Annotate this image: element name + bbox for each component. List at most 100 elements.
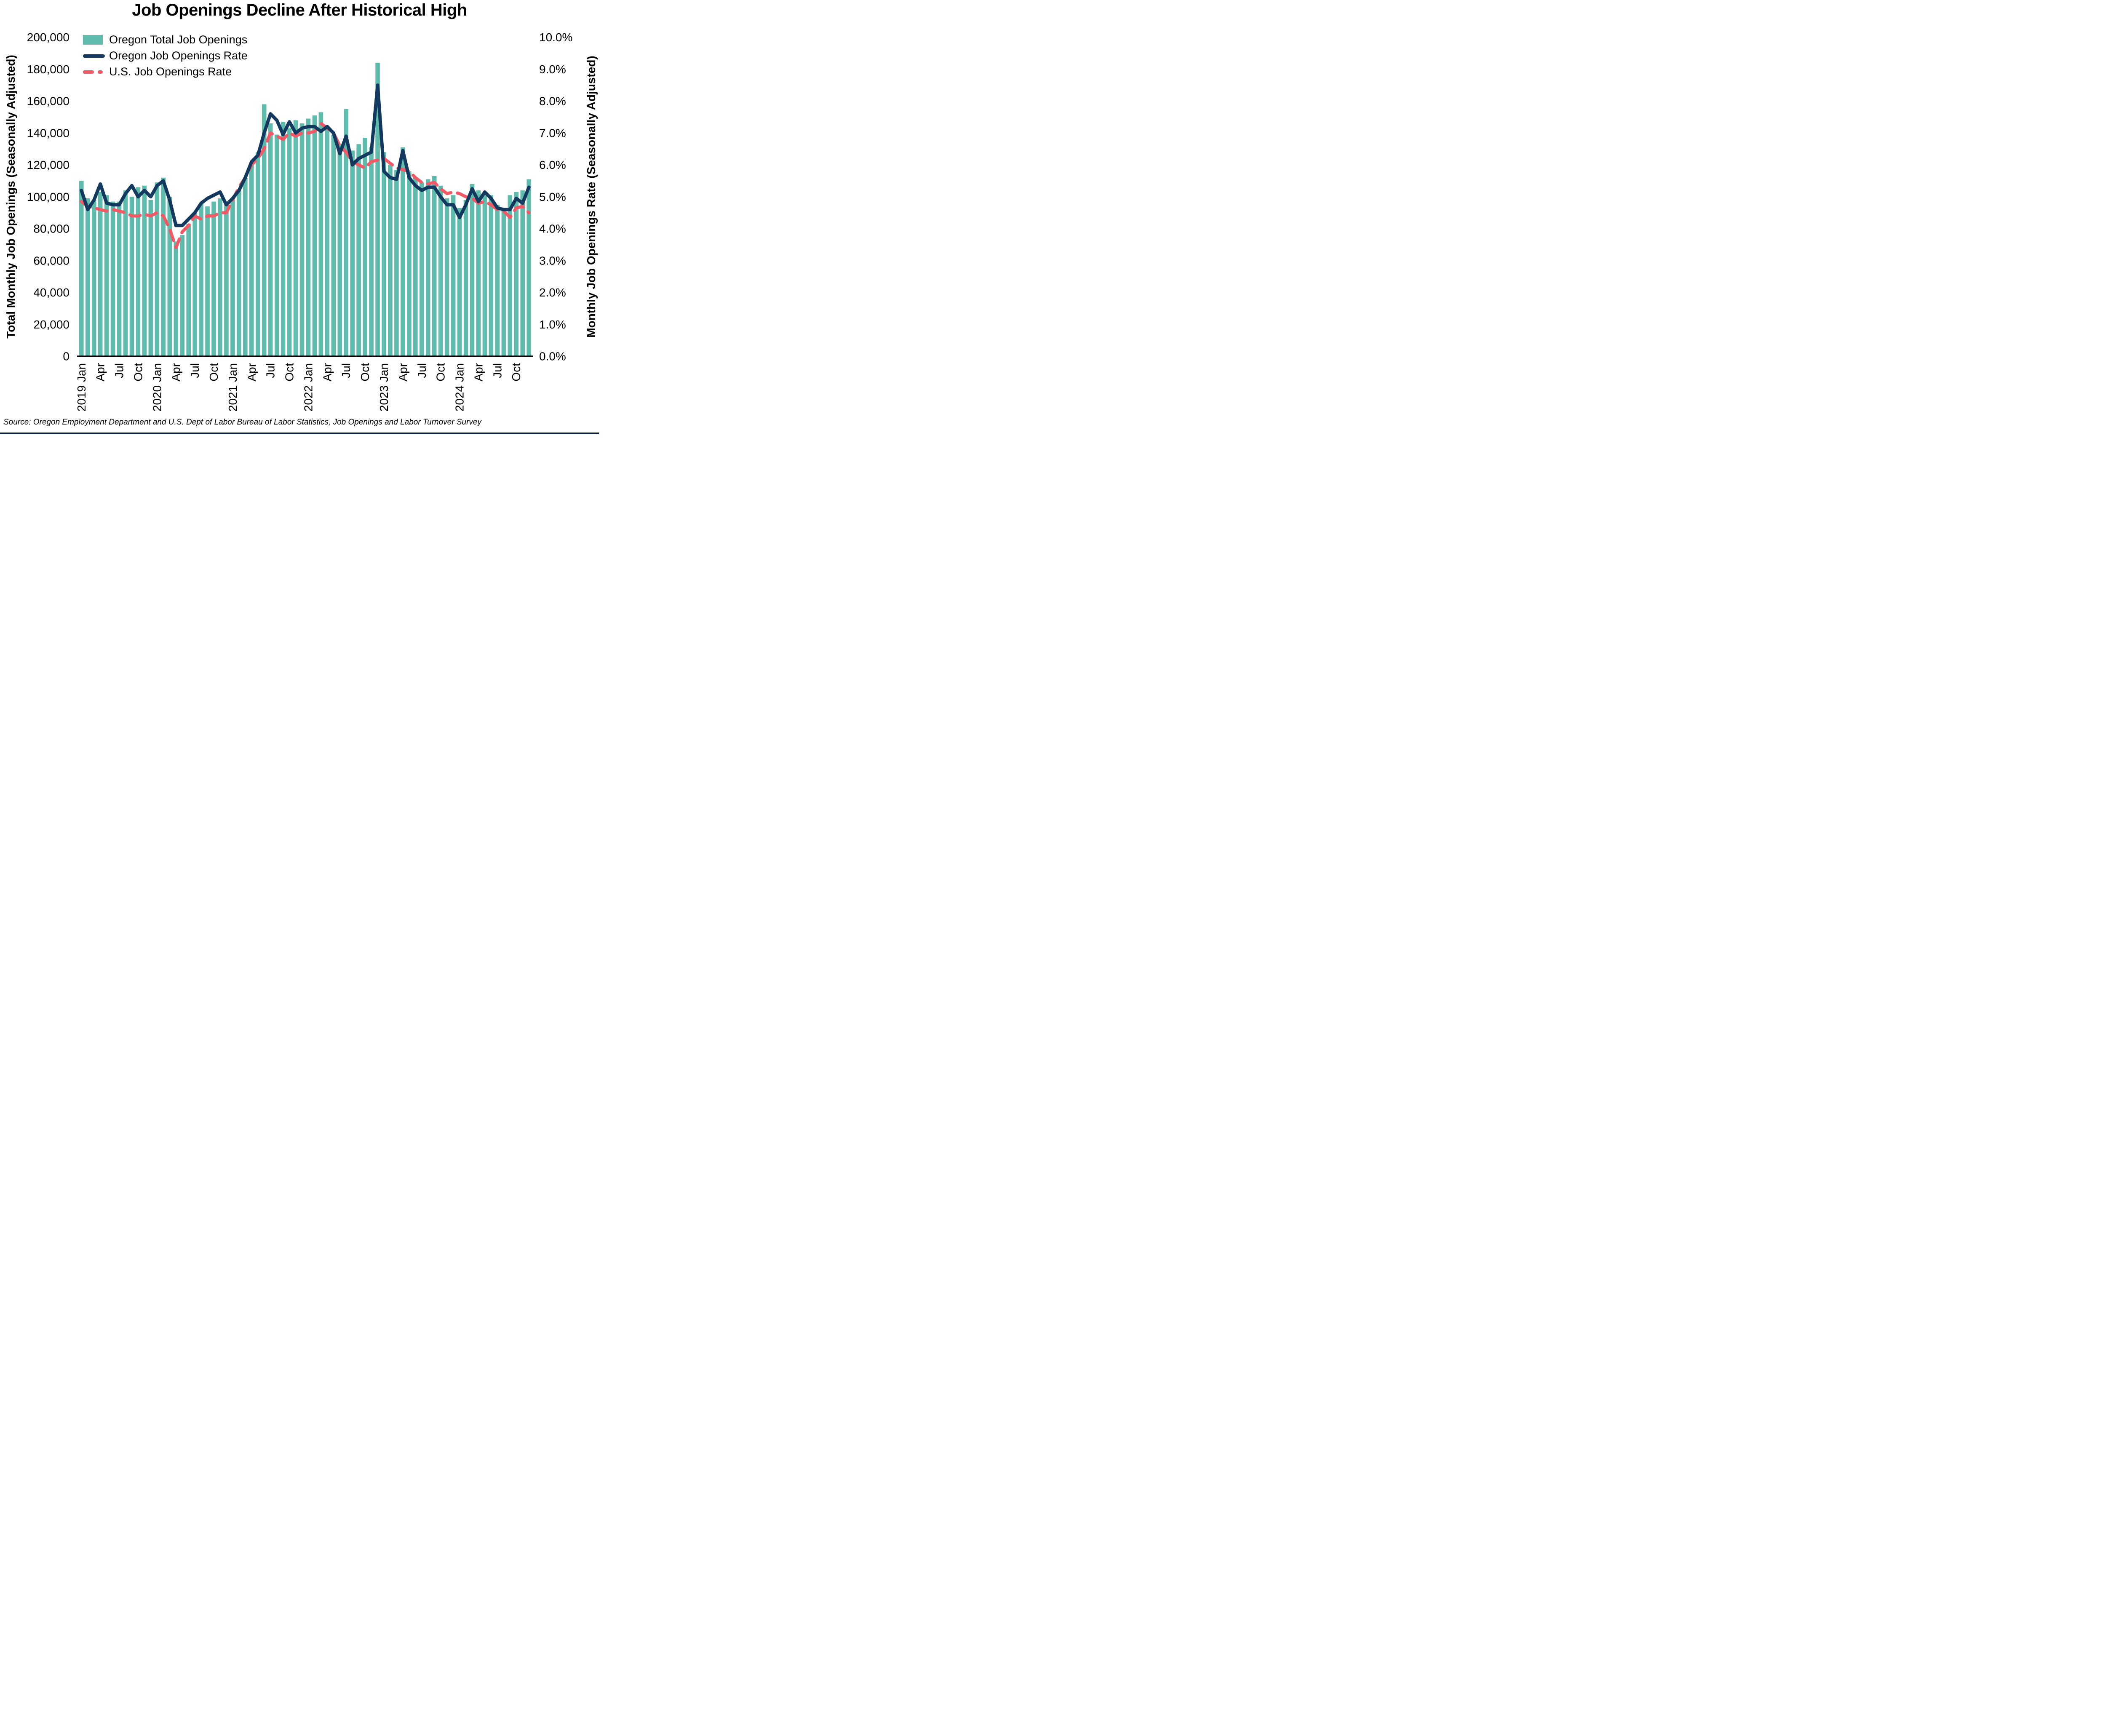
oregon-rate-line — [80, 83, 531, 227]
legend: Oregon Total Job Openings Oregon Job Ope… — [83, 33, 248, 78]
bar — [117, 201, 122, 356]
bar — [237, 190, 241, 356]
bar — [287, 128, 292, 356]
bar — [344, 109, 349, 356]
x-tick-label: Apr — [472, 363, 485, 382]
bar — [249, 163, 254, 356]
x-tick-label: Oct — [207, 363, 220, 382]
bar — [243, 177, 248, 356]
bar — [268, 123, 273, 356]
bar — [318, 112, 323, 356]
right-tick-label: 2.0% — [539, 286, 566, 299]
x-tick-label: Oct — [132, 363, 145, 382]
x-tick-label: 2021 Jan — [226, 363, 239, 411]
bar — [438, 185, 443, 356]
bars-series — [79, 63, 531, 357]
bar — [356, 144, 361, 356]
left-tick-label: 20,000 — [33, 318, 69, 331]
x-tick-label: Apr — [94, 363, 107, 382]
left-tick-label: 200,000 — [27, 31, 69, 44]
x-tick-label: Jul — [113, 363, 126, 378]
bar — [104, 195, 109, 356]
right-tick-label: 0.0% — [539, 350, 566, 363]
bar — [476, 190, 481, 356]
us-rate-line — [80, 122, 531, 250]
bar — [526, 179, 531, 356]
bar — [432, 176, 437, 356]
bar — [281, 122, 286, 356]
bar — [312, 115, 317, 357]
left-tick-label: 160,000 — [27, 95, 69, 108]
x-tick-label: Apr — [169, 363, 182, 382]
x-tick-label: Jul — [491, 363, 504, 378]
bar — [363, 138, 367, 356]
bar — [520, 190, 525, 356]
bar — [514, 192, 519, 356]
bar — [444, 198, 449, 356]
bar — [401, 147, 405, 356]
left-tick-label: 80,000 — [33, 222, 69, 235]
bar — [463, 200, 468, 356]
left-tick-label: 40,000 — [33, 286, 69, 299]
bar — [470, 184, 475, 356]
x-tick-label: 2024 Jan — [453, 363, 466, 411]
bar — [218, 198, 222, 356]
bar — [192, 213, 197, 357]
bar — [495, 205, 500, 356]
bar — [224, 205, 229, 356]
bar — [306, 118, 311, 356]
left-tick-label: 180,000 — [27, 63, 69, 76]
right-tick-label: 3.0% — [539, 254, 566, 267]
x-tick-label: Jul — [339, 363, 353, 378]
left-axis-tick-labels: 0 20,000 40,000 60,000 80,000 100,000 120,000 1… — [27, 31, 69, 363]
bar — [375, 63, 380, 357]
bar — [388, 165, 393, 356]
bar — [180, 235, 185, 356]
x-tick-label: Oct — [510, 363, 523, 382]
bar — [167, 197, 172, 356]
bar — [457, 208, 462, 356]
bar — [186, 224, 191, 356]
legend-label: Oregon Job Openings Rate — [109, 49, 248, 62]
x-tick-label: 2022 Jan — [302, 363, 315, 411]
x-tick-label: Apr — [245, 363, 258, 382]
plot-area: 0 20,000 40,000 60,000 80,000 100,000 120,000 1… — [27, 31, 573, 411]
right-tick-label: 1.0% — [539, 318, 566, 331]
legend-item-bars: Oregon Total Job Openings — [83, 33, 248, 46]
left-tick-label: 100,000 — [27, 190, 69, 203]
bar — [174, 241, 179, 356]
bar — [369, 147, 374, 356]
bar — [262, 104, 267, 356]
bar — [255, 152, 260, 356]
right-tick-label: 6.0% — [539, 158, 566, 171]
bar — [482, 195, 487, 356]
bar — [382, 152, 386, 356]
right-tick-label: 10.0% — [539, 31, 572, 44]
x-tick-label: Oct — [358, 363, 371, 382]
right-tick-label: 7.0% — [539, 126, 566, 139]
bar — [199, 203, 203, 356]
x-tick-label: Jul — [188, 363, 201, 378]
bar — [274, 134, 279, 356]
bar — [337, 144, 342, 356]
x-tick-label: Jul — [264, 363, 277, 378]
bar — [85, 198, 90, 356]
bar — [407, 171, 412, 356]
bar — [230, 200, 235, 356]
bar — [142, 185, 147, 356]
right-tick-label: 5.0% — [539, 190, 566, 203]
bar — [98, 192, 103, 356]
bar — [501, 208, 506, 356]
legend-label: U.S. Job Openings Rate — [109, 65, 232, 78]
bar — [451, 195, 456, 356]
right-tick-label: 8.0% — [539, 95, 566, 108]
bar — [205, 206, 210, 356]
left-tick-label: 120,000 — [27, 158, 69, 171]
bar — [136, 187, 141, 356]
bar — [110, 201, 115, 356]
chart-figure: Job Openings Decline After Historical Hi… — [0, 0, 599, 434]
left-tick-label: 60,000 — [33, 254, 69, 267]
chart-title: Job Openings Decline After Historical Hi… — [132, 1, 467, 19]
bar — [325, 128, 330, 356]
bar — [413, 177, 418, 356]
